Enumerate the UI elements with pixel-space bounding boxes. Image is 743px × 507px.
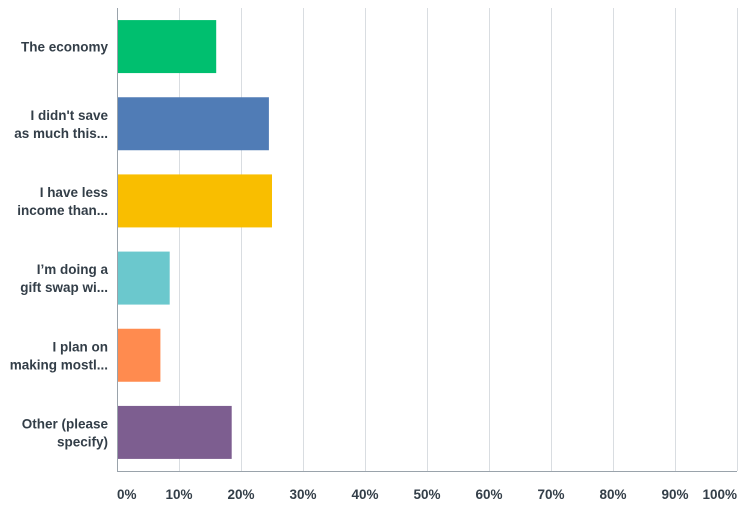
category-label-1-line-0: I didn't save: [31, 108, 109, 123]
category-label-5-line-0: Other (please: [22, 416, 109, 431]
grid-lines: [179, 8, 738, 471]
x-tick-label-70: 70%: [537, 487, 564, 502]
x-tick-label-50: 50%: [413, 487, 440, 502]
category-label-4-line-1: making mostl...: [10, 357, 108, 372]
category-labels: The economy I didn't save as much this... I…: [10, 40, 109, 450]
x-tick-label-30: 30%: [289, 487, 316, 502]
x-tick-label-90: 90%: [661, 487, 688, 502]
bar-2: [117, 174, 272, 228]
x-tick-label-40: 40%: [351, 487, 378, 502]
bar-0: [117, 20, 217, 74]
category-label-0-line-0: The economy: [21, 40, 109, 55]
x-tick-label-10: 10%: [165, 487, 192, 502]
bar-3: [117, 251, 170, 305]
x-tick-label-80: 80%: [599, 487, 626, 502]
bar-1: [117, 97, 269, 151]
x-tick-label-0: 0%: [117, 487, 137, 502]
category-label-1-line-1: as much this...: [14, 126, 108, 141]
x-tick-label-60: 60%: [475, 487, 502, 502]
category-label-3-line-1: gift swap wi...: [20, 280, 108, 295]
x-tick-label-100: 100%: [702, 487, 737, 502]
category-label-2-line-0: I have less: [40, 185, 108, 200]
x-axis-tick-labels: 0% 10% 20% 30% 40% 50% 60% 70% 80% 90% 100%: [117, 487, 737, 502]
x-tick-label-20: 20%: [227, 487, 254, 502]
category-label-5-line-1: specify): [57, 434, 108, 449]
bars: [117, 20, 272, 459]
category-label-2-line-1: income than...: [17, 203, 108, 218]
category-label-3-line-0: I’m doing a: [37, 262, 109, 277]
bar-5: [117, 405, 232, 459]
category-label-4-line-0: I plan on: [53, 339, 109, 354]
bar-4: [117, 328, 161, 382]
